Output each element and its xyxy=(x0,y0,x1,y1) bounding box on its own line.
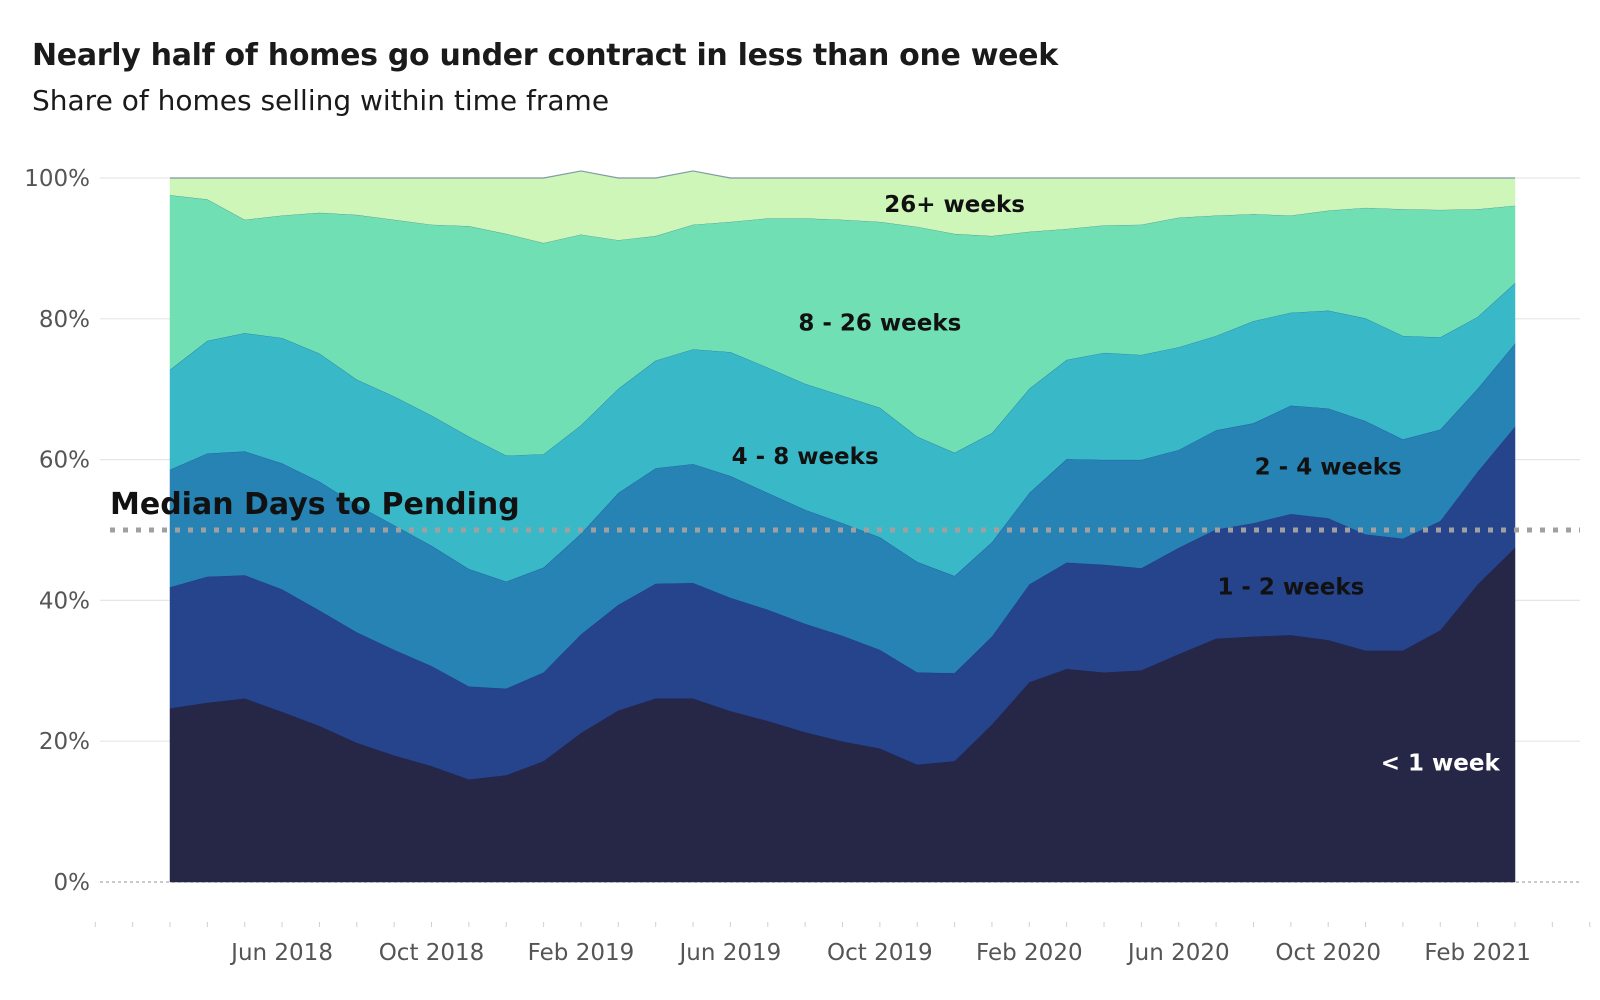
reference-line-group: Median Days to Pending xyxy=(110,487,1580,533)
x-tick-label: Oct 2018 xyxy=(379,940,485,966)
series-labels: < 1 week 1 - 2 weeks 2 - 4 weeks 4 - 8 week… xyxy=(732,192,1501,776)
x-tick-label: Feb 2019 xyxy=(528,940,635,966)
median-reference-label: Median Days to Pending xyxy=(110,487,520,522)
y-tick-label: 40% xyxy=(39,588,90,614)
x-tick-label: Jun 2019 xyxy=(678,940,782,966)
series-label: 2 - 4 weeks xyxy=(1255,455,1402,481)
x-tick-label: Oct 2019 xyxy=(827,940,933,966)
chart-subtitle: Share of homes selling within time frame xyxy=(32,84,610,117)
x-tick-label: Oct 2020 xyxy=(1275,940,1381,966)
series-label: 8 - 26 weeks xyxy=(798,310,961,336)
x-tick-label: Jun 2018 xyxy=(229,940,333,966)
x-tick-label: Feb 2021 xyxy=(1424,940,1531,966)
x-tick-label: Jun 2020 xyxy=(1126,940,1230,966)
series-label: 26+ weeks xyxy=(884,192,1025,218)
y-tick-label: 80% xyxy=(39,307,90,333)
series-label: < 1 week xyxy=(1381,750,1501,776)
y-tick-label: 100% xyxy=(24,166,90,192)
series-label: 1 - 2 weeks xyxy=(1217,574,1364,600)
y-tick-label: 20% xyxy=(39,729,90,755)
series-boundary-line xyxy=(170,170,1515,179)
series-areas xyxy=(169,170,1516,883)
series-area xyxy=(169,170,1516,244)
y-tick-label: 60% xyxy=(39,448,90,474)
series-label: 4 - 8 weeks xyxy=(732,444,879,470)
x-tick-label: Feb 2020 xyxy=(976,940,1083,966)
chart-title: Nearly half of homes go under contract i… xyxy=(32,38,1058,73)
y-tick-label: 0% xyxy=(54,870,91,896)
x-axis: Jun 2018 Oct 2018 Feb 2019 Jun 2019 Oct 2019… xyxy=(94,922,1591,966)
y-axis: 0% 20% 40% 60% 80% 100% xyxy=(24,166,90,896)
